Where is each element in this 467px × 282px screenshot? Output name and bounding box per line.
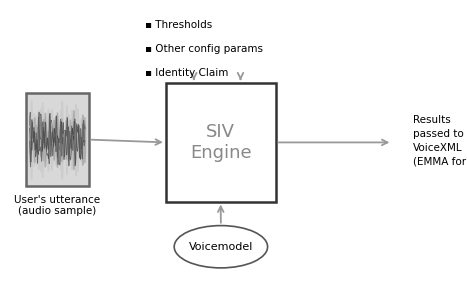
- Text: SIV
Engine: SIV Engine: [190, 123, 251, 162]
- Text: ▪ Other config params: ▪ Other config params: [145, 44, 263, 54]
- Text: User's utterance
(audio sample): User's utterance (audio sample): [14, 195, 100, 216]
- Text: Results
passed to
VoiceXML
(EMMA format): Results passed to VoiceXML (EMMA format): [413, 115, 467, 167]
- Text: Voicemodel: Voicemodel: [189, 242, 253, 252]
- Bar: [26, 93, 89, 186]
- Ellipse shape: [174, 226, 268, 268]
- Text: ▪ Identity Claim: ▪ Identity Claim: [145, 68, 228, 78]
- Text: ▪ Thresholds: ▪ Thresholds: [145, 20, 212, 30]
- Bar: [166, 83, 276, 202]
